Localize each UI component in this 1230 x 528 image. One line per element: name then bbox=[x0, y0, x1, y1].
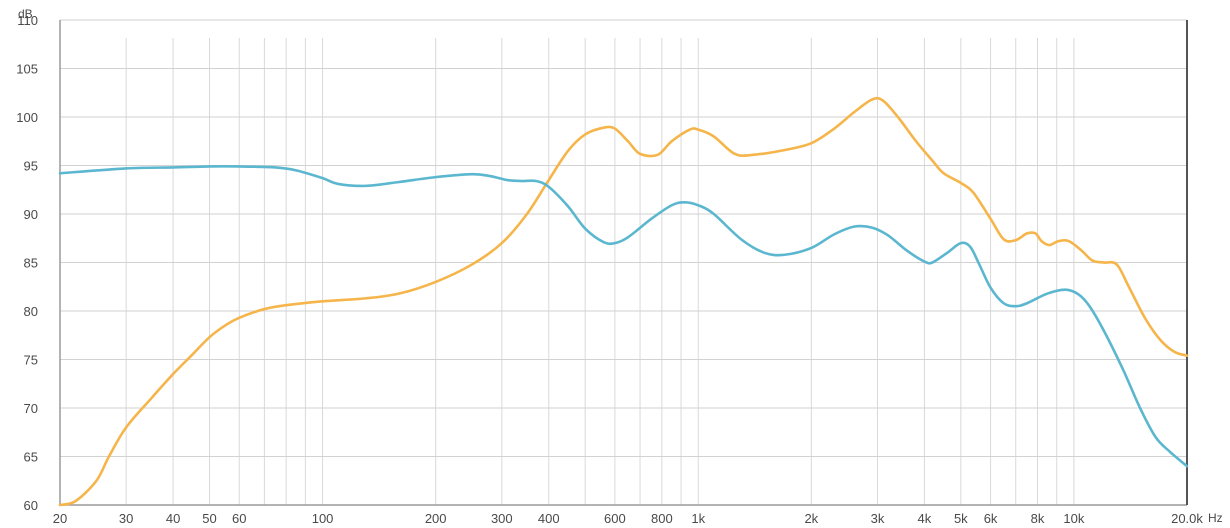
x-tick-label: 300 bbox=[491, 511, 513, 526]
x-tick-label: 40 bbox=[166, 511, 180, 526]
x-tick-label: 6k bbox=[984, 511, 998, 526]
y-tick-label: 65 bbox=[24, 450, 38, 465]
y-tick-label: 105 bbox=[16, 62, 38, 77]
x-axis-unit-label: Hz bbox=[1208, 511, 1223, 525]
axis-layer bbox=[59, 20, 1188, 506]
x-tick-label: 5k bbox=[954, 511, 968, 526]
y-axis-unit-label: dB bbox=[18, 7, 33, 21]
x-tick-label: 20 bbox=[53, 511, 67, 526]
y-tick-label: 85 bbox=[24, 256, 38, 271]
x-tick-label: 4k bbox=[918, 511, 932, 526]
x-tick-label: 400 bbox=[538, 511, 560, 526]
grid-layer bbox=[59, 19, 1188, 506]
x-tick-label: 600 bbox=[604, 511, 626, 526]
x-tick-label: 200 bbox=[425, 511, 447, 526]
series-layer bbox=[58, 96, 1189, 507]
x-tick-label: 60 bbox=[232, 511, 246, 526]
x-tick-label: 8k bbox=[1031, 511, 1045, 526]
x-tick-label: 800 bbox=[651, 511, 673, 526]
x-tick-label: 100 bbox=[312, 511, 334, 526]
x-tick-label: 1k bbox=[691, 511, 705, 526]
y-tick-label: 70 bbox=[24, 401, 38, 416]
series-line-orange bbox=[58, 96, 1189, 507]
y-tick-label: 110 bbox=[17, 13, 38, 28]
x-tick-label: 2k bbox=[804, 511, 818, 526]
x-tick-label: 10k bbox=[1063, 511, 1084, 526]
x-tick-label: 50 bbox=[202, 511, 216, 526]
y-tick-label: 90 bbox=[24, 207, 38, 222]
label-layer: dB Hz 60 65 70 75 80 85 90 95 100 105 110 20 30 40 50 6… bbox=[16, 7, 1222, 526]
y-tick-label: 60 bbox=[24, 498, 38, 513]
y-tick-label: 95 bbox=[24, 159, 38, 174]
x-tick-label: 30 bbox=[119, 511, 133, 526]
y-tick-label: 75 bbox=[24, 353, 38, 368]
y-tick-label: 80 bbox=[24, 304, 38, 319]
x-tick-label: 20.0k bbox=[1171, 511, 1203, 526]
x-tick-label: 3k bbox=[871, 511, 885, 526]
series-line-blue bbox=[58, 165, 1189, 468]
y-tick-label: 100 bbox=[16, 110, 38, 125]
